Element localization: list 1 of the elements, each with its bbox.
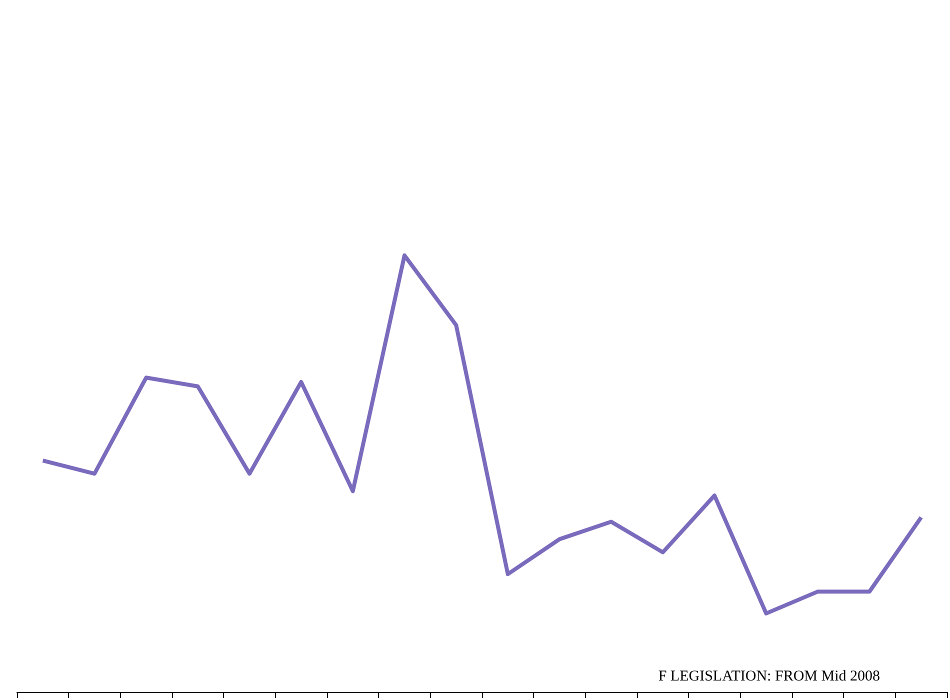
annotation: F LEGISLATION: FROM Mid 2008 <box>658 668 880 684</box>
